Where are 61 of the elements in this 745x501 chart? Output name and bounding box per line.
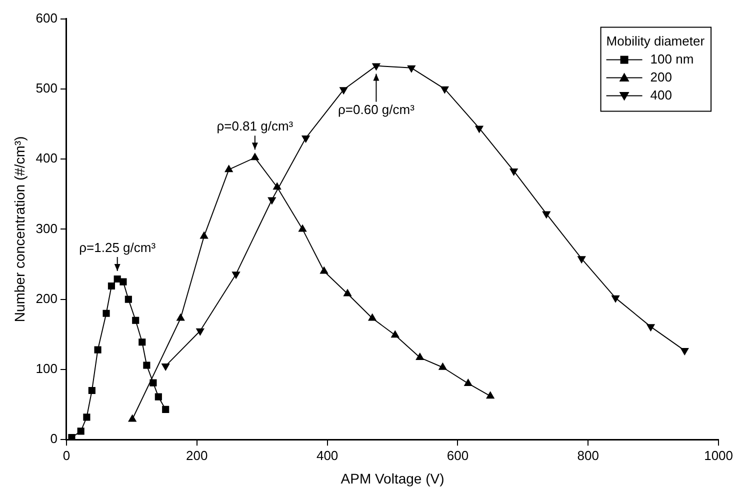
x-axis-title: APM Voltage (V) bbox=[340, 470, 444, 486]
point bbox=[138, 338, 146, 346]
point bbox=[128, 414, 137, 422]
point bbox=[343, 288, 352, 296]
point bbox=[542, 211, 551, 219]
y-tick-label: 500 bbox=[36, 80, 58, 96]
annotation: ρ=0.81 g/cm³ bbox=[216, 118, 294, 134]
x-tick-label: 1000 bbox=[704, 448, 733, 463]
x-tick-label: 600 bbox=[446, 448, 469, 463]
legend-label: 400 bbox=[650, 87, 672, 102]
x-tick-label: 0 bbox=[62, 448, 70, 463]
y-tick-label: 100 bbox=[36, 361, 58, 376]
y-tick-label: 0 bbox=[50, 431, 58, 446]
point bbox=[124, 296, 132, 303]
point bbox=[132, 316, 140, 324]
point bbox=[474, 126, 484, 134]
point bbox=[464, 378, 472, 386]
legend-label: 200 bbox=[650, 69, 672, 84]
annotation: ρ=1.25 g/cm³ bbox=[79, 240, 156, 256]
point bbox=[438, 362, 448, 370]
point bbox=[120, 278, 127, 286]
legend-label: 100 nm bbox=[650, 51, 694, 66]
point bbox=[196, 328, 204, 336]
legend-title: Mobility diameter bbox=[606, 33, 706, 48]
y-tick-label: 400 bbox=[36, 150, 58, 166]
x-tick-label: 200 bbox=[186, 448, 208, 463]
point bbox=[161, 363, 170, 371]
point bbox=[102, 310, 110, 317]
point bbox=[416, 352, 424, 360]
point bbox=[108, 282, 116, 290]
point bbox=[162, 406, 170, 413]
point bbox=[68, 434, 76, 440]
point bbox=[232, 272, 240, 280]
point bbox=[577, 256, 586, 264]
point bbox=[390, 330, 400, 338]
point bbox=[486, 391, 495, 399]
point bbox=[268, 197, 276, 205]
point bbox=[143, 362, 150, 369]
y-tick-label: 300 bbox=[36, 220, 58, 236]
point bbox=[150, 379, 157, 386]
point bbox=[83, 414, 90, 421]
point bbox=[407, 65, 416, 73]
point bbox=[176, 313, 185, 321]
point bbox=[154, 393, 162, 400]
point bbox=[509, 168, 518, 176]
point bbox=[77, 428, 84, 435]
point bbox=[94, 346, 102, 354]
point bbox=[372, 63, 381, 71]
point bbox=[440, 86, 450, 94]
y-tick-label: 200 bbox=[36, 290, 58, 306]
y-tick-label: 600 bbox=[36, 10, 58, 26]
y-axis-title: Number concentration (#/cm³) bbox=[11, 136, 28, 322]
x-tick-label: 400 bbox=[316, 448, 338, 463]
x-tick-label: 800 bbox=[577, 448, 599, 463]
point bbox=[339, 87, 348, 95]
point bbox=[88, 386, 96, 394]
point bbox=[611, 295, 620, 303]
point bbox=[301, 136, 310, 144]
point bbox=[368, 313, 377, 321]
annotation: ρ=0.60 g/cm³ bbox=[338, 102, 416, 117]
point bbox=[646, 324, 656, 332]
